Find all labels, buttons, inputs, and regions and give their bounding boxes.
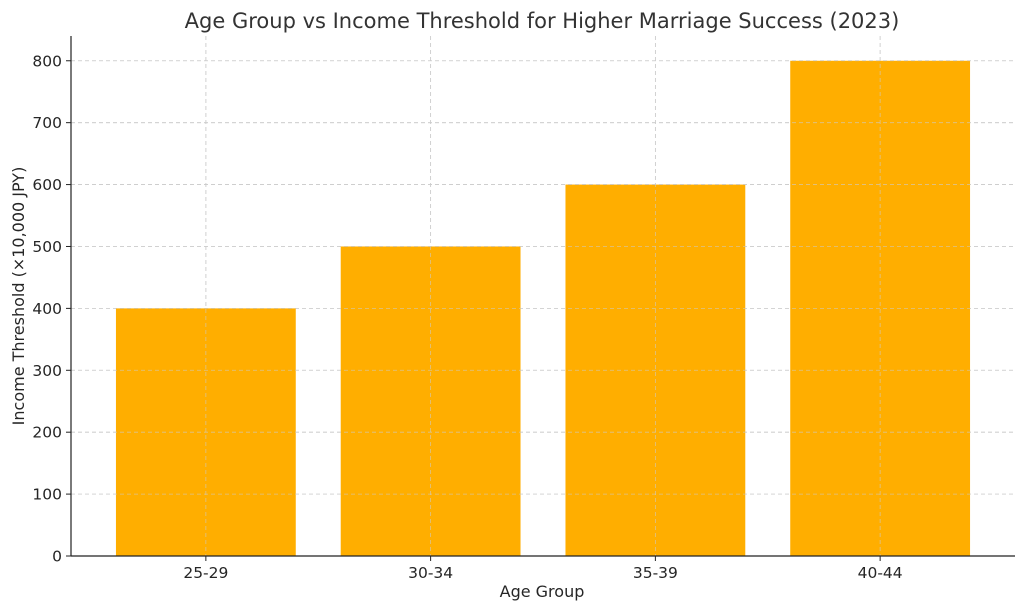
- y-axis-label: Income Threshold (×10,000 JPY): [9, 167, 28, 426]
- y-tick-label: 200: [32, 424, 62, 442]
- y-tick-label: 400: [32, 300, 62, 318]
- y-tick-label: 0: [52, 548, 62, 566]
- bars: [71, 36, 1015, 557]
- x-tick-label: 25-29: [183, 564, 228, 582]
- ticks: 0 100 200 300 400 500 600 700 800 25-29 30-34 35-39…: [32, 52, 902, 582]
- y-tick-label: 600: [32, 176, 62, 194]
- y-tick-label: 300: [32, 362, 62, 380]
- chart-title: Age Group vs Income Threshold for Higher…: [185, 9, 900, 33]
- y-tick-label: 500: [32, 238, 62, 256]
- y-tick-label: 700: [32, 114, 62, 132]
- y-tick-label: 800: [32, 52, 62, 70]
- x-tick-label: 30-34: [408, 564, 453, 582]
- x-tick-label: 40-44: [858, 564, 903, 582]
- y-tick-label: 100: [32, 486, 62, 504]
- x-tick-label: 35-39: [633, 564, 678, 582]
- x-axis-label: Age Group: [500, 582, 585, 601]
